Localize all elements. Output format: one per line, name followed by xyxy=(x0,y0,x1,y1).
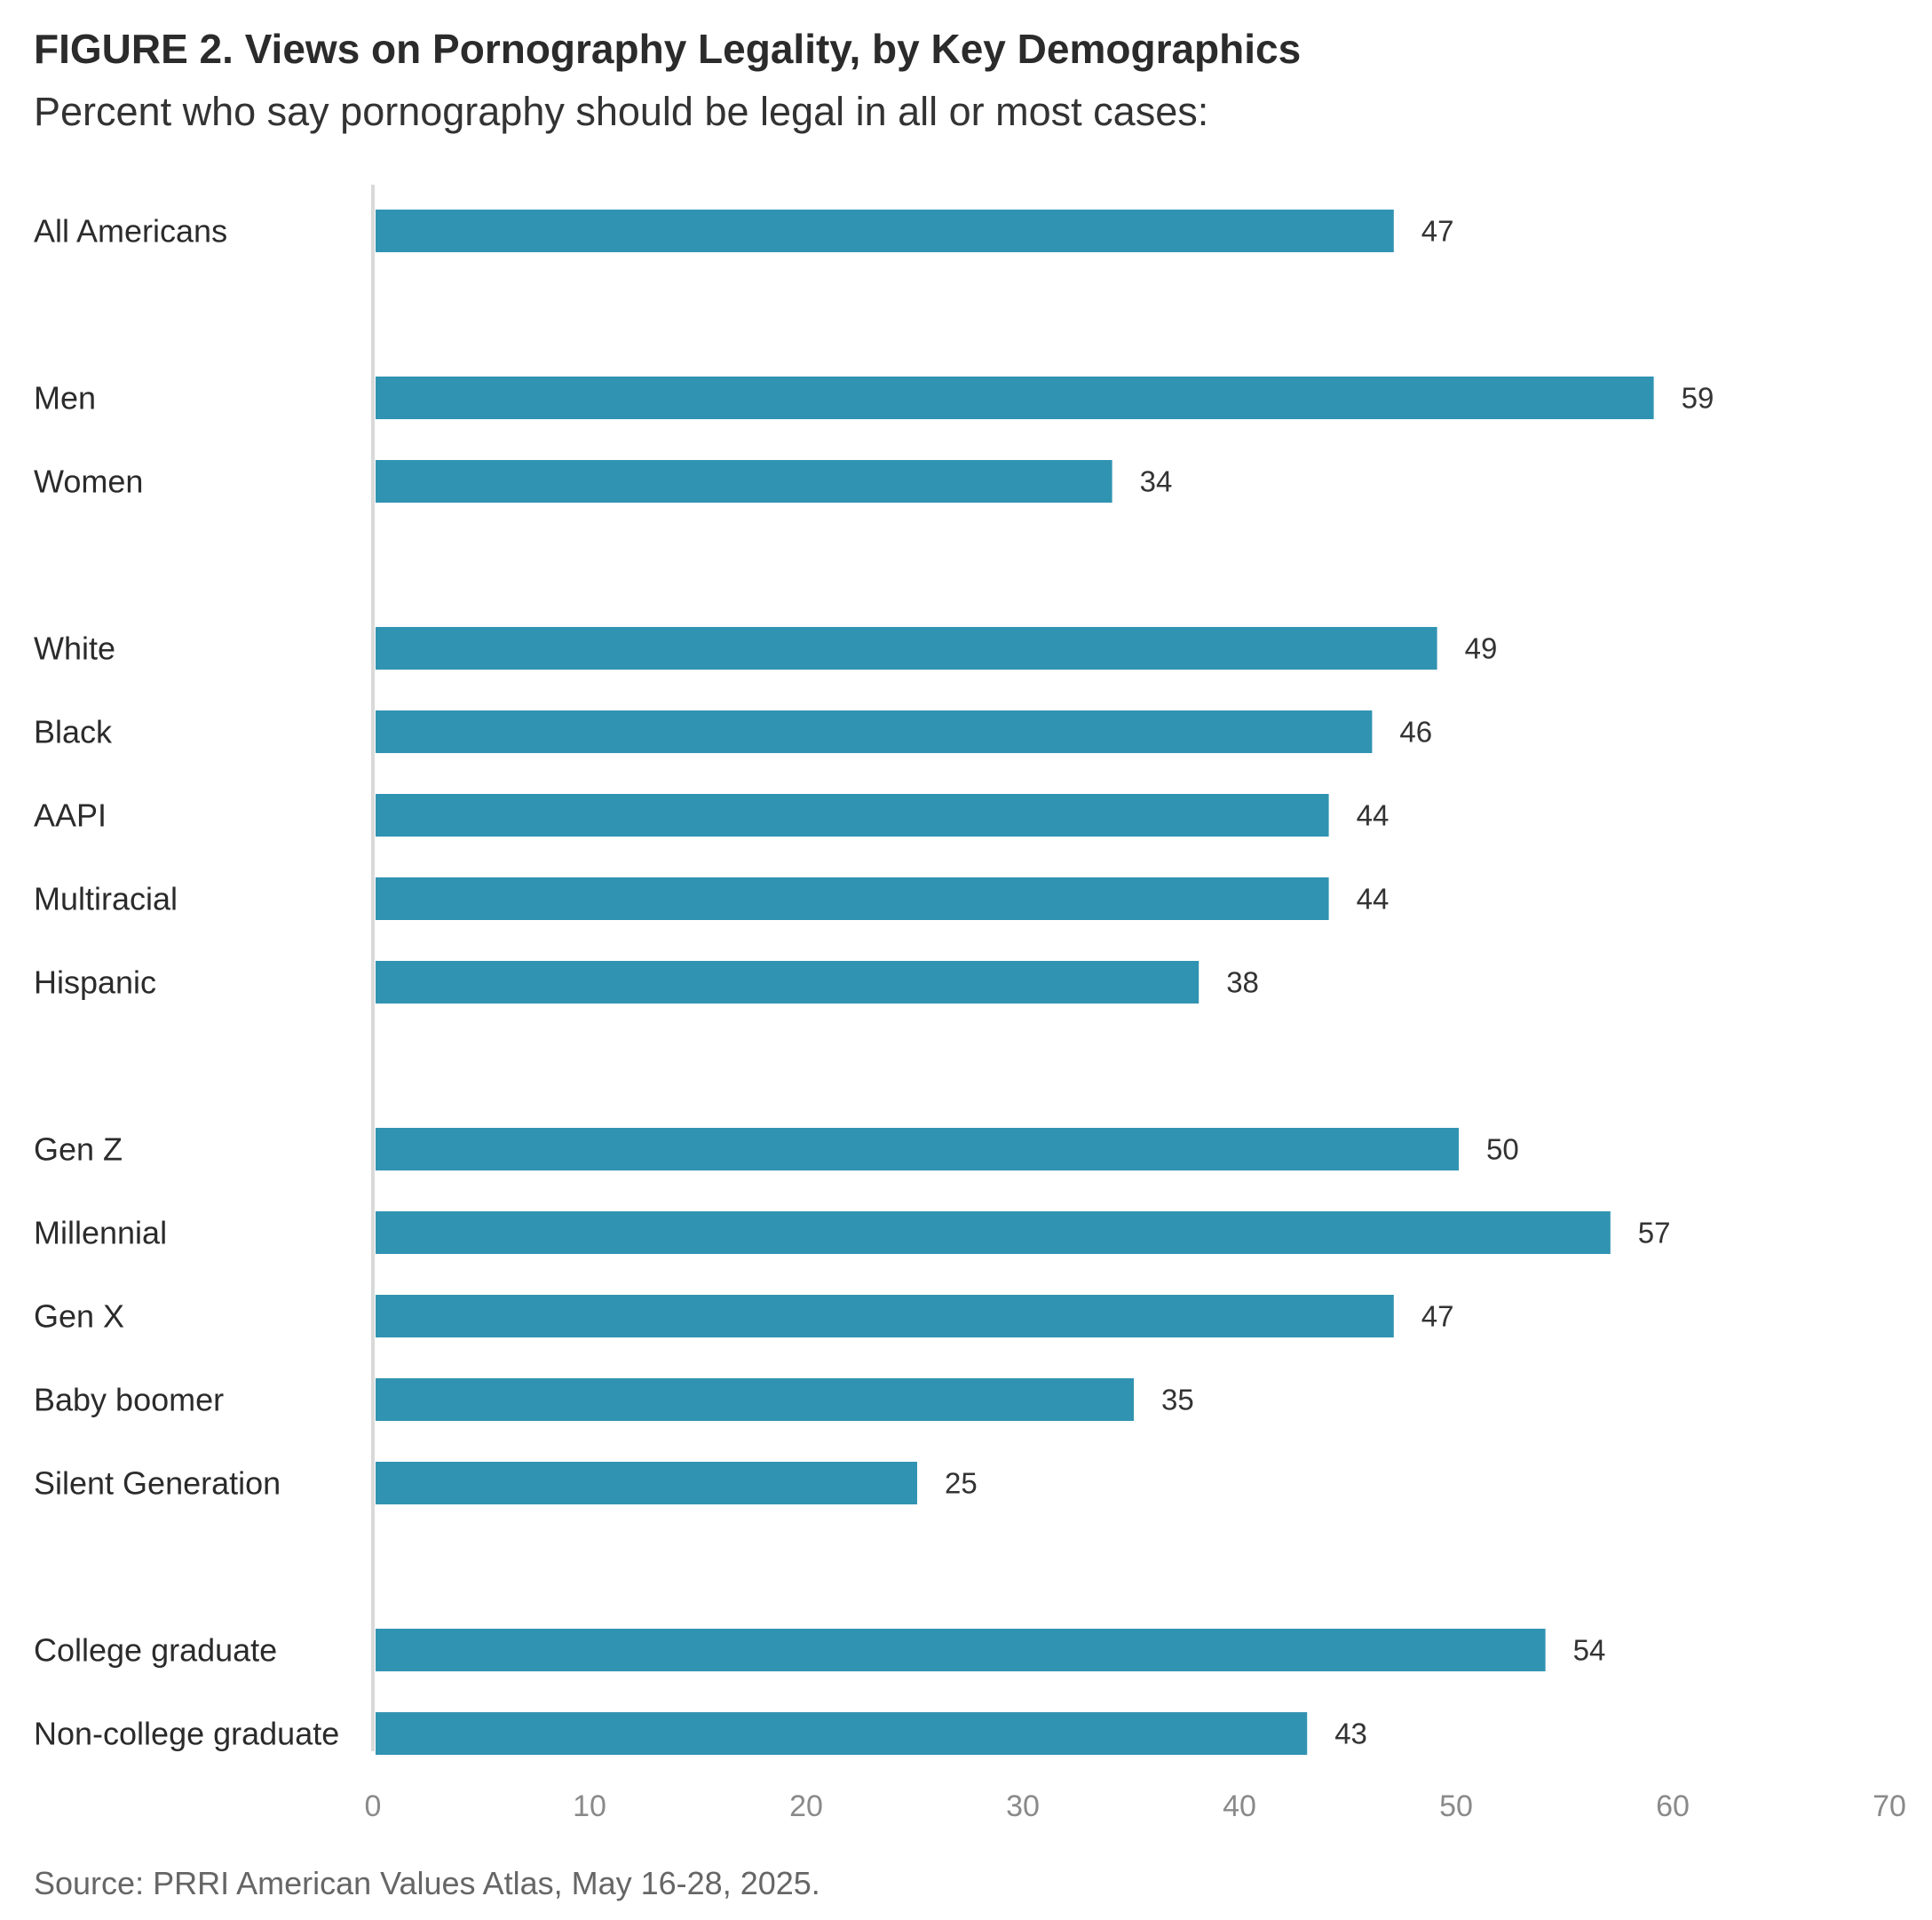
category-label-women: Women xyxy=(34,464,143,500)
value-label-gen-x: 47 xyxy=(1421,1300,1454,1333)
x-tick-label-70: 70 xyxy=(1873,1789,1906,1823)
category-label-college-graduate: College graduate xyxy=(34,1632,277,1669)
bars-layer: All Americans 47 Men 59 Women 34 White 49 Black 4… xyxy=(34,210,1714,1755)
value-label-men: 59 xyxy=(1682,382,1714,415)
x-axis-ticks: 0 10 20 30 40 50 60 70 xyxy=(365,1789,1906,1823)
value-label-college-graduate: 54 xyxy=(1573,1634,1606,1667)
category-label-black: Black xyxy=(34,714,113,750)
category-label-silent-generation: Silent Generation xyxy=(34,1465,281,1502)
bar-college-graduate xyxy=(376,1629,1546,1671)
chart-source: Source: PRRI American Values Atlas, May … xyxy=(34,1865,820,1901)
x-tick-label-10: 10 xyxy=(573,1789,606,1823)
bar-men xyxy=(376,377,1654,419)
bar-all-americans xyxy=(376,210,1394,252)
bar-white xyxy=(376,627,1437,670)
value-label-multiracial: 44 xyxy=(1357,883,1390,916)
x-tick-label-60: 60 xyxy=(1656,1789,1690,1823)
category-label-gen-z: Gen Z xyxy=(34,1131,123,1168)
x-tick-label-40: 40 xyxy=(1223,1789,1256,1823)
x-tick-label-30: 30 xyxy=(1006,1789,1040,1823)
bar-aapi xyxy=(376,794,1329,837)
category-label-millennial: Millennial xyxy=(34,1215,167,1251)
value-label-gen-z: 50 xyxy=(1486,1133,1519,1166)
value-label-silent-generation: 25 xyxy=(945,1467,978,1500)
category-label-hispanic: Hispanic xyxy=(34,964,156,1001)
bar-non-college-graduate xyxy=(376,1712,1308,1755)
category-label-men: Men xyxy=(34,380,96,417)
category-label-aapi: AAPI xyxy=(34,797,107,834)
category-label-all-americans: All Americans xyxy=(34,213,227,250)
chart-subtitle: Percent who say pornography should be le… xyxy=(34,89,1209,134)
x-tick-label-50: 50 xyxy=(1439,1789,1473,1823)
value-label-white: 49 xyxy=(1465,632,1498,665)
value-label-black: 46 xyxy=(1399,716,1432,749)
x-tick-label-0: 0 xyxy=(365,1789,382,1823)
bar-women xyxy=(376,460,1112,503)
bar-multiracial xyxy=(376,877,1329,920)
category-label-multiracial: Multiracial xyxy=(34,881,178,917)
bar-gen-x xyxy=(376,1295,1394,1337)
value-label-all-americans: 47 xyxy=(1421,215,1454,248)
value-label-non-college-graduate: 43 xyxy=(1334,1718,1367,1750)
category-label-non-college-graduate: Non-college graduate xyxy=(34,1716,339,1752)
chart-title: FIGURE 2. Views on Pornography Legality,… xyxy=(34,26,1302,72)
bar-baby-boomer xyxy=(376,1378,1134,1421)
category-label-baby-boomer: Baby boomer xyxy=(34,1382,224,1418)
bar-gen-z xyxy=(376,1128,1459,1170)
category-label-gen-x: Gen X xyxy=(34,1298,124,1335)
value-label-aapi: 44 xyxy=(1357,799,1390,832)
category-label-white: White xyxy=(34,631,115,667)
value-label-hispanic: 38 xyxy=(1226,966,1259,999)
bar-black xyxy=(376,710,1373,753)
value-label-millennial: 57 xyxy=(1638,1217,1671,1250)
bar-silent-generation xyxy=(376,1462,917,1504)
value-label-women: 34 xyxy=(1140,465,1173,498)
bar-millennial xyxy=(376,1211,1611,1254)
value-label-baby-boomer: 35 xyxy=(1161,1384,1194,1416)
x-tick-label-20: 20 xyxy=(789,1789,823,1823)
bar-hispanic xyxy=(376,961,1200,1004)
